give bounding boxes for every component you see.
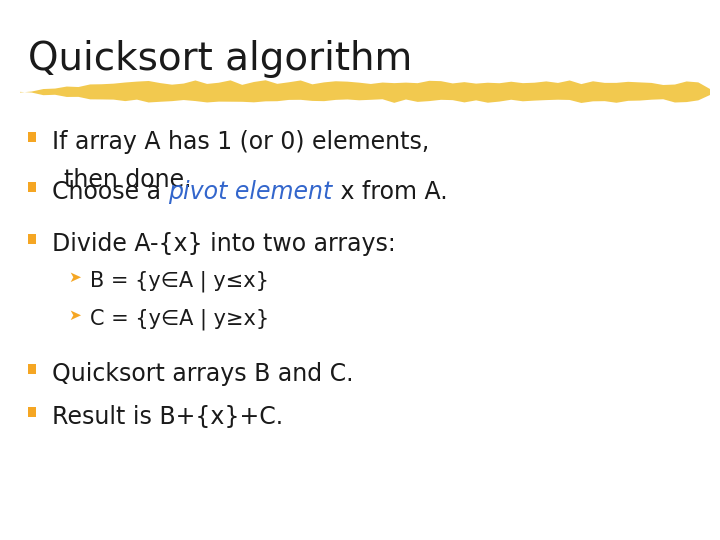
Bar: [28, 234, 36, 244]
Bar: [28, 182, 36, 192]
Bar: [28, 407, 36, 417]
Text: Result is B+{x}+C.: Result is B+{x}+C.: [52, 405, 283, 429]
Bar: [28, 364, 36, 374]
Text: Divide A-{x} into two arrays:: Divide A-{x} into two arrays:: [52, 232, 396, 256]
Text: x from A.: x from A.: [333, 180, 447, 204]
Text: Choose a: Choose a: [52, 180, 168, 204]
Text: ➤: ➤: [68, 308, 81, 323]
Text: If array A has 1 (or 0) elements,: If array A has 1 (or 0) elements,: [52, 130, 429, 154]
Text: Quicksort arrays B and C.: Quicksort arrays B and C.: [52, 362, 354, 386]
Text: pivot element: pivot element: [168, 180, 333, 204]
Text: B = {y∈A | y≤x}: B = {y∈A | y≤x}: [90, 270, 269, 292]
Text: then done.: then done.: [64, 168, 192, 192]
Polygon shape: [20, 80, 710, 103]
Text: ➤: ➤: [68, 270, 81, 285]
Text: C = {y∈A | y≥x}: C = {y∈A | y≥x}: [90, 308, 269, 329]
Bar: [28, 132, 36, 142]
Text: Quicksort algorithm: Quicksort algorithm: [28, 40, 413, 78]
